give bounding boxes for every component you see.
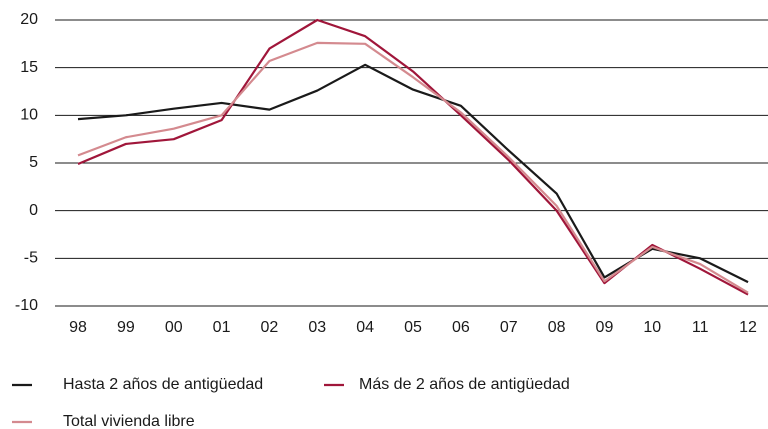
x-tick-label: 12 (739, 319, 757, 336)
x-tick-label: 10 (643, 319, 661, 336)
x-tick-label: 00 (165, 319, 183, 336)
legend-label: Total vivienda libre (63, 413, 195, 429)
y-tick-label: 15 (20, 59, 38, 76)
x-tick-label: 01 (213, 319, 231, 336)
y-tick-label: 0 (29, 202, 38, 219)
series-line (77, 41, 749, 294)
y-tick-label: -10 (15, 297, 38, 314)
x-tick-label: 02 (261, 319, 279, 336)
x-tick-label: 09 (596, 319, 614, 336)
x-tick-label: 05 (404, 319, 422, 336)
y-tick-label: 20 (20, 11, 38, 28)
legend-label: Hasta 2 años de antigüedad (63, 376, 263, 393)
series-line (77, 18, 749, 296)
y-tick-label: -5 (24, 250, 38, 267)
legend-label: Más de 2 años de antigüedad (359, 376, 570, 393)
x-tick-label: 99 (117, 319, 135, 336)
x-tick-label: 98 (69, 319, 87, 336)
x-tick-label: 08 (548, 319, 566, 336)
y-tick-label: 5 (29, 154, 38, 171)
x-tick-label: 03 (308, 319, 326, 336)
x-tick-label: 11 (692, 319, 709, 336)
x-tick-label: 06 (452, 319, 470, 336)
y-tick-label: 10 (20, 107, 38, 124)
x-tick-label: 04 (356, 319, 374, 336)
x-tick-label: 07 (500, 319, 518, 336)
